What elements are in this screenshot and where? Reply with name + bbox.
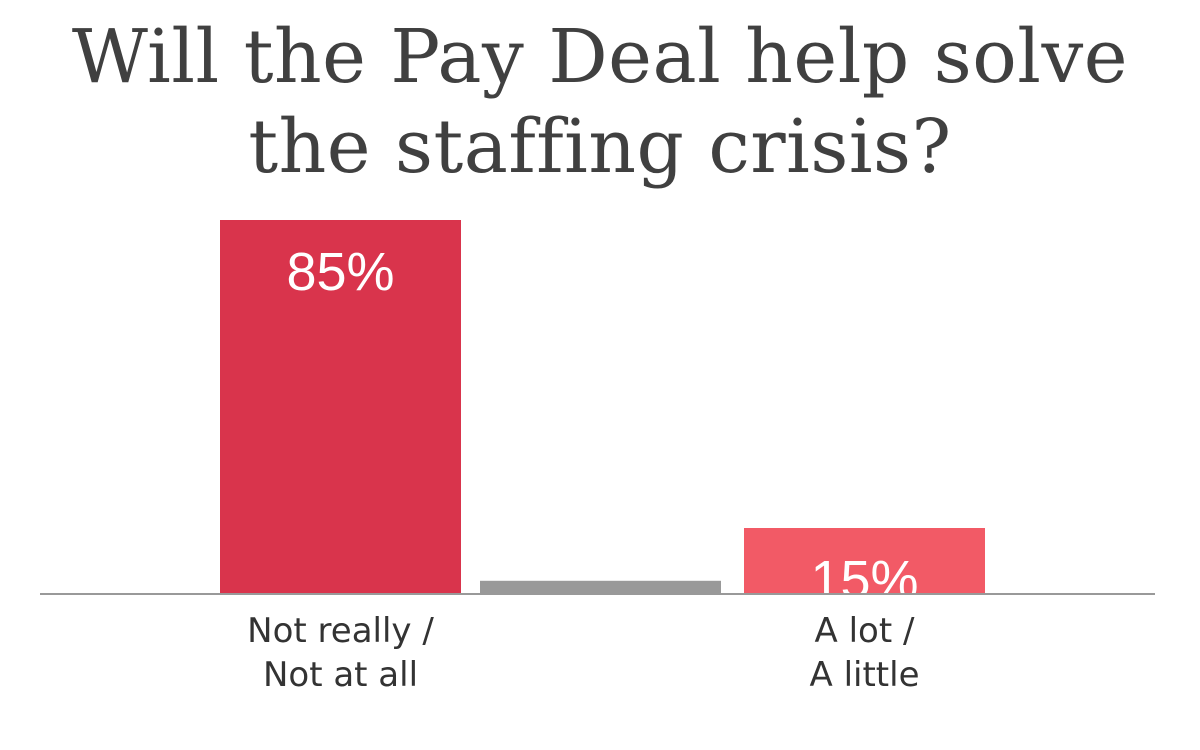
bar-3	[744, 528, 985, 594]
bar-value-label-3: 15%	[810, 550, 918, 610]
bar-value-label-1: 85%	[286, 242, 394, 302]
category-label-1-line-2: Not at all	[263, 655, 418, 695]
bars-group: 85% 15%	[220, 220, 985, 610]
bar-2	[480, 580, 721, 594]
chart-title-line-2: the staffing crisis?	[248, 104, 952, 190]
bar-1	[220, 220, 461, 594]
chart-title-line-1: Will the Pay Deal help solve	[71, 14, 1129, 100]
category-label-1-line-1: Not really /	[247, 611, 434, 651]
chart-title: Will the Pay Deal help solve the staffin…	[0, 12, 1200, 192]
category-label-3-line-2: A little	[810, 655, 920, 695]
category-label-3-line-1: A lot /	[815, 611, 915, 651]
labels-group: Not really /Not at all A lot /A little	[247, 611, 919, 695]
